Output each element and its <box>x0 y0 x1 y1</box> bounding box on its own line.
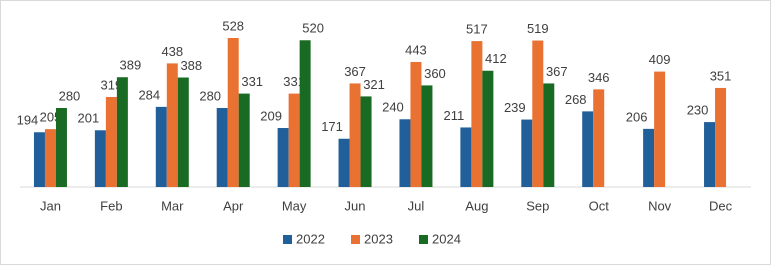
data-label: 331 <box>241 74 263 89</box>
bar <box>643 128 655 187</box>
data-label: 351 <box>710 68 732 83</box>
data-label: 412 <box>485 51 507 66</box>
data-label: 211 <box>444 108 465 123</box>
bar <box>116 77 128 187</box>
data-label: 201 <box>78 111 100 126</box>
data-label: 230 <box>687 103 709 118</box>
x-tick-label: Mar <box>161 198 184 213</box>
data-label: 367 <box>546 64 568 79</box>
bar <box>399 119 411 187</box>
bar <box>704 122 716 187</box>
bar <box>532 40 544 188</box>
bar <box>543 83 555 187</box>
bar <box>44 129 56 187</box>
data-label: 528 <box>222 18 244 33</box>
legend-swatch <box>351 235 360 244</box>
legend-label: 2022 <box>296 231 325 246</box>
x-tick-label: Dec <box>709 198 733 213</box>
bar <box>471 41 483 187</box>
x-tick-label: Oct <box>589 198 610 213</box>
data-label: 319 <box>101 77 123 92</box>
bar <box>582 111 594 187</box>
data-label: 331 <box>283 74 305 89</box>
bar <box>288 93 300 187</box>
x-tick-label: May <box>282 198 307 213</box>
bar <box>55 107 67 187</box>
bar <box>166 63 178 187</box>
bar <box>521 119 533 187</box>
data-label: 360 <box>424 66 446 81</box>
bar <box>654 71 666 187</box>
bar <box>299 40 311 188</box>
bar <box>410 61 422 188</box>
bar <box>227 38 239 187</box>
data-label: 517 <box>466 22 488 37</box>
bar <box>460 127 472 187</box>
bar <box>216 107 228 187</box>
legend-label: 2023 <box>364 231 393 246</box>
bar <box>177 77 189 187</box>
data-label: 389 <box>120 58 142 73</box>
data-label: 346 <box>588 70 610 85</box>
bar <box>421 85 433 187</box>
legend-swatch <box>419 235 428 244</box>
data-label: 519 <box>527 21 549 36</box>
data-label: 284 <box>138 87 160 102</box>
data-label: 443 <box>405 42 427 57</box>
legend-swatch <box>283 235 292 244</box>
bar <box>105 96 117 187</box>
x-tick-label: Jul <box>408 198 425 213</box>
data-label: 280 <box>199 88 221 103</box>
data-label: 321 <box>363 77 385 92</box>
legend-label: 2024 <box>432 231 461 246</box>
x-tick-label: Apr <box>223 198 244 213</box>
x-tick-label: Feb <box>100 198 122 213</box>
data-label: 388 <box>180 58 202 73</box>
bar <box>338 138 350 187</box>
data-label: 409 <box>649 52 671 67</box>
data-label: 209 <box>260 108 282 123</box>
bar <box>593 89 605 187</box>
x-tick-label: Sep <box>526 198 549 213</box>
bar <box>155 106 167 187</box>
data-label: 520 <box>302 21 324 36</box>
x-tick-label: Aug <box>465 198 488 213</box>
bar <box>482 70 494 187</box>
data-label: 206 <box>626 109 648 124</box>
data-label: 268 <box>565 92 587 107</box>
data-label: 194 <box>17 113 39 128</box>
bar <box>360 96 372 187</box>
data-label: 280 <box>59 88 81 103</box>
bar <box>277 128 289 187</box>
x-tick-label: Nov <box>648 198 672 213</box>
bar <box>33 132 45 187</box>
bar <box>94 130 106 187</box>
bar <box>238 93 250 187</box>
data-label: 367 <box>344 64 366 79</box>
data-label: 240 <box>382 100 404 115</box>
data-label: 171 <box>321 119 343 134</box>
bar <box>715 87 727 187</box>
data-label: 239 <box>504 100 526 115</box>
bar <box>349 83 361 187</box>
x-tick-label: Jan <box>40 198 61 213</box>
data-label: 438 <box>161 44 183 59</box>
data-label: 205 <box>40 110 62 125</box>
x-tick-label: Jun <box>345 198 366 213</box>
